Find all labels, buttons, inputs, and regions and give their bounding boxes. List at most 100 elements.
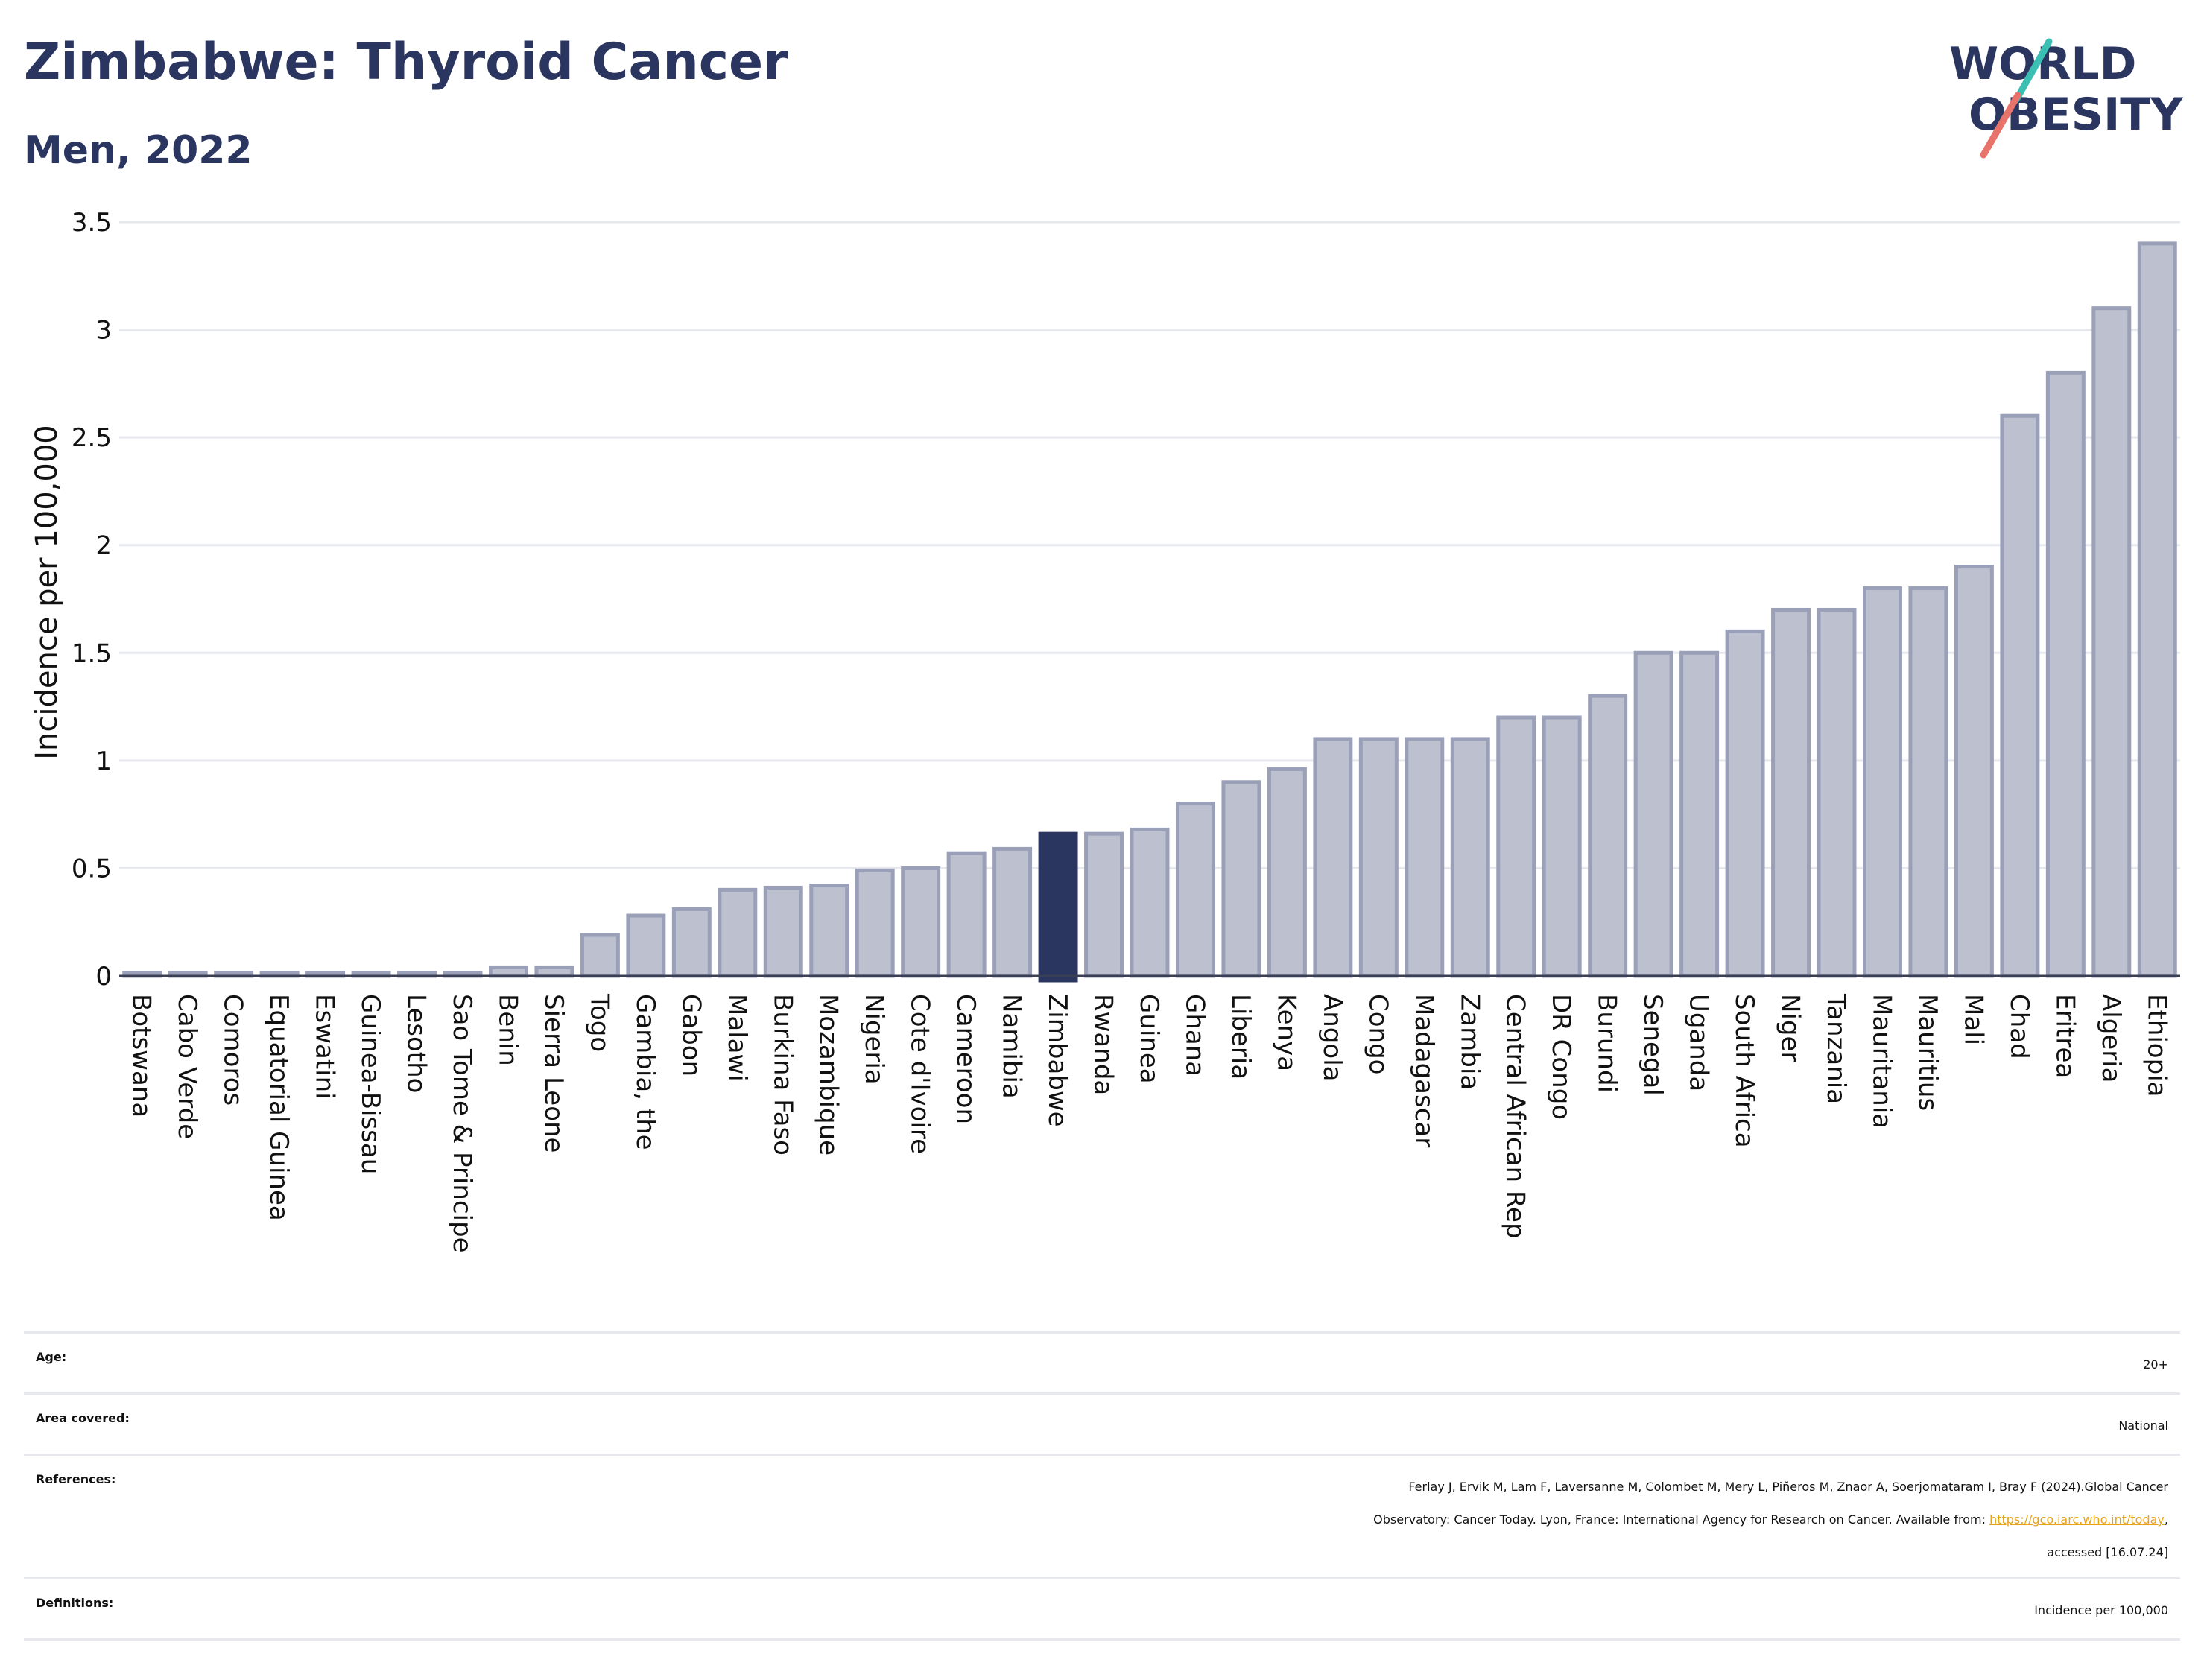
bar-togo bbox=[580, 933, 620, 978]
bar-mali bbox=[1954, 565, 1994, 978]
area-covered-label: Area covered: bbox=[36, 1411, 130, 1425]
references-line-2-text: Observatory: Cancer Today. Lyon, France:… bbox=[1373, 1512, 1990, 1527]
x-tick-label: Benin bbox=[493, 994, 522, 1066]
x-tick-label: Togo bbox=[584, 993, 614, 1052]
bar-kenya bbox=[1267, 767, 1307, 978]
x-tick-label: Cote d'Ivoire bbox=[905, 994, 935, 1154]
area-covered-value: National bbox=[2118, 1419, 2168, 1433]
x-tick-label: Mauritania bbox=[1866, 994, 1896, 1129]
chart-title: Zimbabwe: Thyroid Cancer bbox=[24, 33, 788, 92]
x-tick-label: Malawi bbox=[722, 994, 752, 1082]
bar-madagascar bbox=[1405, 737, 1445, 978]
x-tick-label: Sao Tome & Principe bbox=[447, 994, 477, 1253]
world-obesity-logo: WORLD OBESITY bbox=[1949, 38, 2184, 159]
x-tick-label: Congo bbox=[1363, 994, 1393, 1074]
y-tick-label: 3.5 bbox=[72, 208, 112, 238]
x-tick-label: Guinea-Bissau bbox=[355, 994, 385, 1174]
y-tick-label: 1.5 bbox=[72, 638, 112, 668]
x-tick-label: Kenya bbox=[1271, 994, 1301, 1071]
x-tick-label: Liberia bbox=[1226, 994, 1255, 1080]
bar-ethiopia bbox=[2137, 241, 2177, 978]
x-tick-label: Rwanda bbox=[1089, 994, 1118, 1095]
x-tick-label: Eritrea bbox=[2050, 994, 2080, 1078]
y-tick-label: 2 bbox=[95, 531, 112, 561]
x-tick-label: Algeria bbox=[2096, 994, 2126, 1083]
meta-bottom-border bbox=[24, 1638, 2180, 1641]
x-tick-label: South Africa bbox=[1729, 994, 1759, 1148]
bar-congo bbox=[1358, 737, 1399, 978]
bar-south-africa bbox=[1725, 629, 1765, 978]
meta-row-definitions: Definitions: Incidence per 100,000 bbox=[24, 1577, 2180, 1641]
bar-cote-d-ivoire bbox=[901, 866, 941, 978]
x-tick-label: Nigeria bbox=[859, 994, 889, 1085]
x-tick-label: Tanzania bbox=[1821, 993, 1851, 1104]
age-label: Age: bbox=[36, 1350, 67, 1364]
references-value: Ferlay J, Ervik M, Lam F, Laversanne M, … bbox=[380, 1471, 2168, 1569]
bar-nigeria bbox=[855, 868, 895, 978]
references-line-2: Observatory: Cancer Today. Lyon, France:… bbox=[380, 1503, 2168, 1536]
x-tick-label: Mauritius bbox=[1913, 994, 1942, 1111]
bar-malawi bbox=[718, 887, 758, 978]
bar-chart: 0 0.5 1 1.5 2 2.5 3 3.5 Botswana Cabo Verde Comor… bbox=[30, 208, 2180, 1253]
x-tick-label: Burkina Faso bbox=[767, 994, 797, 1156]
bar-gambia-the bbox=[626, 913, 666, 978]
x-tick-label: Ghana bbox=[1179, 994, 1209, 1077]
x-tick-label: Guinea bbox=[1134, 994, 1164, 1084]
x-tick-label: Cabo Verde bbox=[172, 994, 202, 1139]
x-tick-label: Angola bbox=[1317, 994, 1347, 1081]
meta-row-references: References: Ferlay J, Ervik M, Lam F, La… bbox=[24, 1454, 2180, 1579]
x-tick-label: Gabon bbox=[676, 994, 706, 1077]
definitions-value: Incidence per 100,000 bbox=[2034, 1603, 2168, 1617]
x-tick-label: Sierra Leone bbox=[539, 994, 569, 1153]
bar-cameroon bbox=[946, 851, 987, 978]
y-tick-label: 0.5 bbox=[72, 854, 112, 884]
x-tick-label: Ethiopia bbox=[2141, 994, 2171, 1097]
references-line-1: Ferlay J, Ervik M, Lam F, Laversanne M, … bbox=[1408, 1480, 2168, 1494]
references-link[interactable]: https://gco.iarc.who.int/today bbox=[1989, 1512, 2165, 1527]
bar-angola bbox=[1313, 737, 1353, 978]
x-tick-label: Cameroon bbox=[951, 994, 981, 1124]
references-line-2-comma: , bbox=[2164, 1512, 2168, 1527]
y-axis-label: Incidence per 100,000 bbox=[30, 425, 64, 760]
logo-slash-coral bbox=[1980, 92, 2021, 159]
x-tick-label: Namibia bbox=[997, 994, 1027, 1099]
x-tick-label: Equatorial Guinea bbox=[264, 994, 294, 1221]
x-tick-label: Burundi bbox=[1592, 994, 1622, 1093]
y-tick-label: 1 bbox=[95, 747, 112, 776]
y-tick-label: 0 bbox=[95, 962, 112, 992]
x-tick-labels: Botswana Cabo Verde Comoros Equatorial Guin… bbox=[127, 993, 2172, 1253]
bar-sierra-leone bbox=[534, 965, 574, 978]
x-tick-label: Zambia bbox=[1454, 994, 1484, 1090]
x-tick-label: Chad bbox=[2004, 994, 2034, 1059]
x-tick-label: DR Congo bbox=[1546, 994, 1576, 1120]
chart-subtitle: Men, 2022 bbox=[24, 128, 253, 173]
bar-mozambique bbox=[809, 884, 849, 978]
bar-namibia bbox=[992, 846, 1033, 978]
x-tick-label: Zimbabwe bbox=[1042, 994, 1072, 1127]
bars bbox=[122, 241, 2177, 983]
bar-guinea bbox=[1130, 827, 1170, 978]
bar-ghana bbox=[1175, 802, 1215, 978]
x-tick-label: Botswana bbox=[127, 994, 156, 1118]
logo-slash-teal bbox=[2013, 38, 2053, 104]
bar-gabon bbox=[671, 907, 712, 978]
bar-benin bbox=[488, 965, 528, 978]
bar-zambia bbox=[1450, 737, 1490, 978]
bar-zimbabwe bbox=[1038, 831, 1078, 983]
bar-central-african-rep bbox=[1496, 715, 1536, 978]
bar-rwanda bbox=[1084, 831, 1124, 978]
bar-mauritius bbox=[1908, 586, 1948, 978]
y-tick-label: 3 bbox=[95, 316, 112, 346]
x-tick-label: Comoros bbox=[218, 994, 248, 1106]
bar-liberia bbox=[1221, 780, 1261, 978]
definitions-label: Definitions: bbox=[36, 1596, 114, 1610]
y-tick-labels: 0 0.5 1 1.5 2 2.5 3 3.5 bbox=[72, 208, 112, 992]
y-tick-label: 2.5 bbox=[72, 423, 112, 453]
x-tick-label: Eswatini bbox=[310, 994, 340, 1100]
x-tick-label: Senegal bbox=[1638, 994, 1668, 1096]
bar-burundi bbox=[1588, 694, 1628, 978]
references-line-3: accessed [16.07.24] bbox=[2047, 1545, 2168, 1559]
x-tick-label: Uganda bbox=[1684, 994, 1714, 1091]
bar-mauritania bbox=[1862, 586, 1902, 978]
bar-chad bbox=[2000, 413, 2040, 978]
